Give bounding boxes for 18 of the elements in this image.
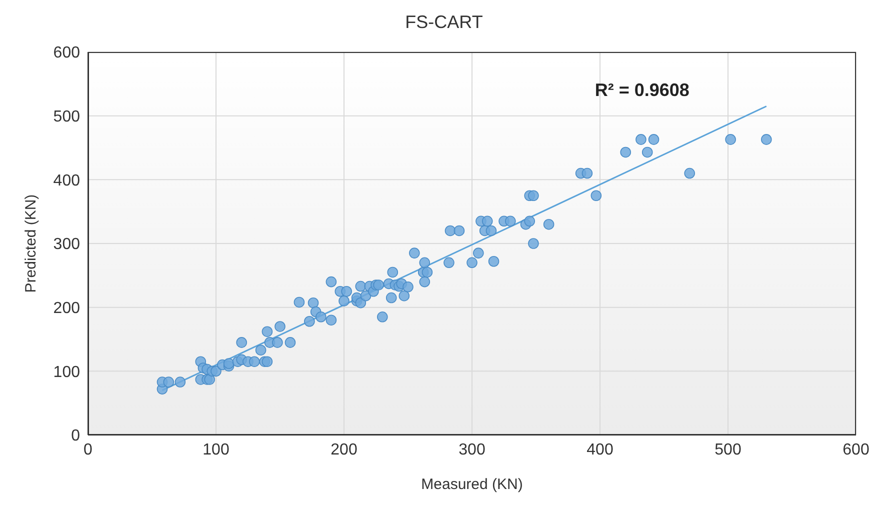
x-tick-label: 600 xyxy=(842,441,870,458)
y-tick-label: 600 xyxy=(53,44,80,62)
y-tick-label: 300 xyxy=(53,236,80,254)
y-tick-label: 400 xyxy=(53,172,80,190)
x-tick-label: 300 xyxy=(458,441,486,458)
y-tick-label: 200 xyxy=(53,300,80,318)
y-axis-title: Predicted (KN) xyxy=(22,194,40,293)
y-tick-label: 100 xyxy=(53,364,80,381)
chart-title: FS-CART xyxy=(404,12,484,33)
x-axis-title: Measured (KN) xyxy=(421,476,523,493)
y-tick-label: 0 xyxy=(71,428,80,445)
x-tick-label: 0 xyxy=(84,441,93,458)
x-tick-label: 500 xyxy=(714,441,742,458)
annotation: R² = 0.9608 xyxy=(594,80,690,101)
y-tick-label: 500 xyxy=(53,108,80,126)
x-tick-label: 200 xyxy=(330,441,358,458)
x-tick-label: 400 xyxy=(586,441,614,458)
x-tick-label: 100 xyxy=(202,441,230,458)
